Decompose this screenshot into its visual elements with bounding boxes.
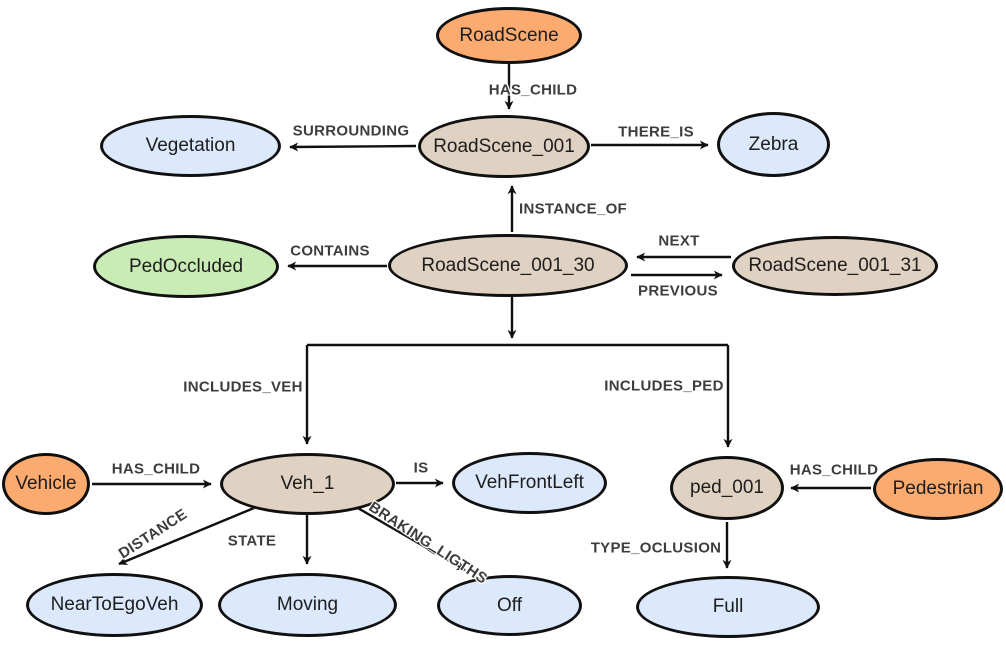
node-neartoegoveh[interactable]: NearToEgoVeh xyxy=(26,573,203,637)
edge-label-is: IS xyxy=(413,459,429,477)
edge-label-type-oclusion: TYPE_OCLUSION xyxy=(590,539,722,557)
edge-surrounding-line xyxy=(289,142,417,152)
edge-label-has-child-pedestrian: HAS_CHILD xyxy=(789,461,879,479)
edge-label-next: NEXT xyxy=(658,232,700,250)
node-full[interactable]: Full xyxy=(636,576,820,638)
node-off[interactable]: Off xyxy=(437,575,582,636)
node-roadscene-001[interactable]: RoadScene_001 xyxy=(418,115,590,178)
edge-label-includes-veh: INCLUDES_VEH xyxy=(183,378,303,396)
node-roadscene-001-31[interactable]: RoadScene_001_31 xyxy=(732,236,938,296)
node-vehicle[interactable]: Vehicle xyxy=(2,453,90,515)
edge-label-previous: PREVIOUS xyxy=(638,282,718,300)
edge-label-has-child-top: HAS_CHILD xyxy=(488,81,578,99)
edge-braking-lights-line xyxy=(355,505,466,572)
node-vehfrontleft[interactable]: VehFrontLeft xyxy=(452,452,607,514)
node-veh-1[interactable]: Veh_1 xyxy=(220,453,395,515)
node-roadscene-001-30[interactable]: RoadScene_001_30 xyxy=(388,234,628,297)
node-moving[interactable]: Moving xyxy=(218,573,397,637)
edge-label-surrounding: SURROUNDING xyxy=(292,122,410,140)
node-roadscene[interactable]: RoadScene xyxy=(436,7,582,64)
node-zebra[interactable]: Zebra xyxy=(717,112,830,177)
node-pedoccluded[interactable]: PedOccluded xyxy=(93,235,279,298)
node-pedestrian[interactable]: Pedestrian xyxy=(873,458,1003,520)
edge-label-state: STATE xyxy=(227,532,277,550)
edge-label-has-child-vehicle: HAS_CHILD xyxy=(111,460,201,478)
node-ped-001[interactable]: ped_001 xyxy=(670,456,784,520)
edge-label-there-is: THERE_IS xyxy=(618,123,694,141)
edge-label-contains: CONTAINS xyxy=(290,242,370,260)
node-vegetation[interactable]: Vegetation xyxy=(100,115,281,177)
edge-distance-line xyxy=(118,506,255,566)
edge-label-instance-of: INSTANCE_OF xyxy=(518,200,628,218)
edge-label-includes-ped: INCLUDES_PED xyxy=(604,377,724,395)
